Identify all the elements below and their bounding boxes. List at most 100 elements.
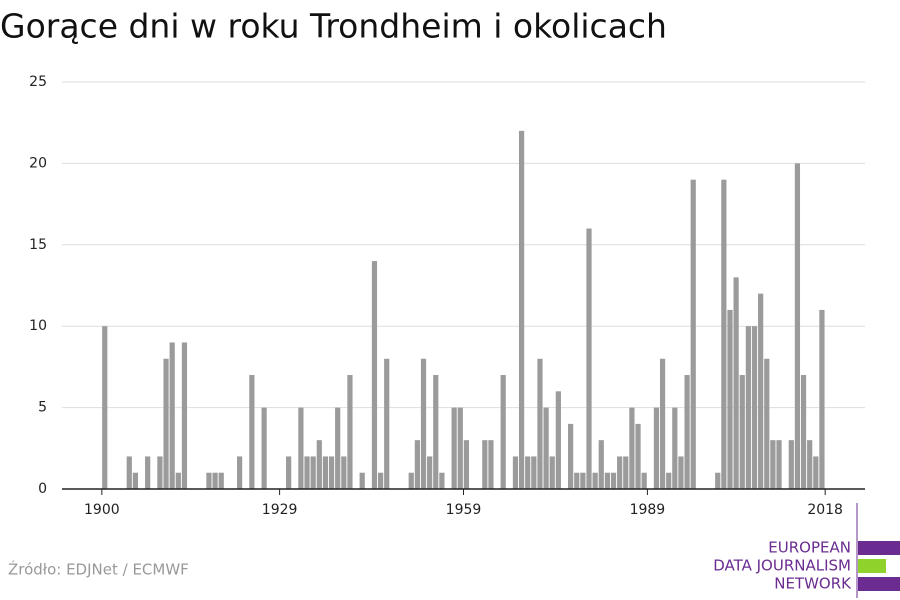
bar — [690, 179, 696, 489]
logo-text: DATA JOURNALISM — [713, 557, 851, 575]
bar — [641, 472, 647, 489]
bar — [776, 440, 782, 489]
bar — [721, 179, 727, 489]
bar — [408, 472, 414, 489]
bar — [715, 472, 721, 489]
y-tick-label: 10 — [29, 318, 47, 334]
bar — [328, 456, 335, 489]
logo-text: EUROPEAN — [768, 539, 851, 557]
x-tick-label: 1929 — [262, 502, 298, 518]
bar — [433, 375, 439, 489]
bar — [310, 456, 316, 489]
bar — [666, 472, 672, 489]
x-tick-label: 1900 — [84, 502, 120, 518]
bar — [739, 375, 745, 489]
y-tick-label: 15 — [29, 237, 47, 253]
bar — [371, 261, 378, 489]
bar — [751, 326, 758, 489]
bar — [157, 456, 163, 489]
bar — [592, 472, 598, 489]
bar — [800, 375, 807, 489]
bar — [439, 472, 445, 489]
bar — [764, 358, 770, 489]
bar — [145, 456, 151, 489]
bar — [580, 472, 586, 489]
chart-title: Gorące dni w roku Trondheim i okolicach — [0, 7, 667, 46]
bar — [384, 358, 390, 489]
y-tick-label: 25 — [29, 74, 47, 90]
bar — [574, 472, 580, 489]
bar — [568, 423, 574, 489]
y-tick-label: 0 — [38, 481, 47, 497]
bar — [678, 456, 684, 489]
bar — [212, 472, 218, 489]
bar — [427, 456, 433, 489]
bar — [531, 456, 537, 489]
bar — [537, 358, 543, 489]
bar — [555, 391, 561, 489]
bar — [237, 456, 243, 489]
bar — [304, 456, 310, 489]
bar — [169, 342, 175, 489]
bar — [617, 456, 623, 489]
bar — [102, 326, 108, 489]
bar — [623, 456, 629, 489]
bar — [745, 326, 751, 489]
bar — [126, 456, 132, 489]
bar — [347, 375, 353, 489]
bar — [377, 472, 384, 489]
bar — [463, 440, 470, 489]
bar — [672, 407, 678, 489]
source: Źródło: EDJNet / ECMWF — [8, 560, 189, 579]
bar — [512, 456, 519, 489]
bar — [549, 456, 555, 489]
logo-text: NETWORK — [774, 575, 852, 593]
bar — [807, 440, 813, 489]
bar — [206, 472, 212, 489]
bar — [316, 440, 322, 489]
bar — [733, 277, 739, 489]
bar — [770, 440, 776, 489]
bar — [598, 440, 604, 489]
bar — [359, 472, 365, 489]
bar — [543, 407, 549, 489]
bar — [414, 440, 420, 489]
logo-bar — [858, 559, 886, 573]
bar — [261, 407, 267, 489]
bar — [788, 440, 794, 489]
bar — [794, 163, 801, 489]
bar — [341, 456, 347, 489]
x-tick-label: 1959 — [446, 502, 482, 518]
bar — [420, 358, 427, 489]
bar — [286, 456, 292, 489]
bar — [335, 407, 341, 489]
bar — [175, 472, 181, 489]
bar — [629, 407, 635, 489]
bar — [684, 375, 690, 489]
bar — [298, 407, 304, 489]
bar — [604, 472, 611, 489]
bar — [218, 472, 224, 489]
bar — [132, 472, 139, 489]
bar — [727, 309, 733, 489]
bar — [163, 358, 169, 489]
bar — [518, 130, 525, 489]
bar — [249, 375, 255, 489]
bar — [635, 423, 641, 489]
bar — [610, 472, 617, 489]
bar — [813, 456, 819, 489]
bar — [451, 407, 457, 489]
bar — [500, 375, 506, 489]
x-tick-label: 2018 — [807, 502, 843, 518]
bar — [653, 407, 660, 489]
y-tick-label: 5 — [38, 400, 47, 416]
y-tick-label: 20 — [29, 155, 47, 171]
bar — [586, 228, 592, 489]
bar — [758, 293, 764, 489]
bar — [482, 440, 488, 489]
bar — [488, 440, 494, 489]
logo-bar — [858, 577, 900, 591]
x-tick-label: 1989 — [630, 502, 666, 518]
bar — [322, 456, 329, 489]
